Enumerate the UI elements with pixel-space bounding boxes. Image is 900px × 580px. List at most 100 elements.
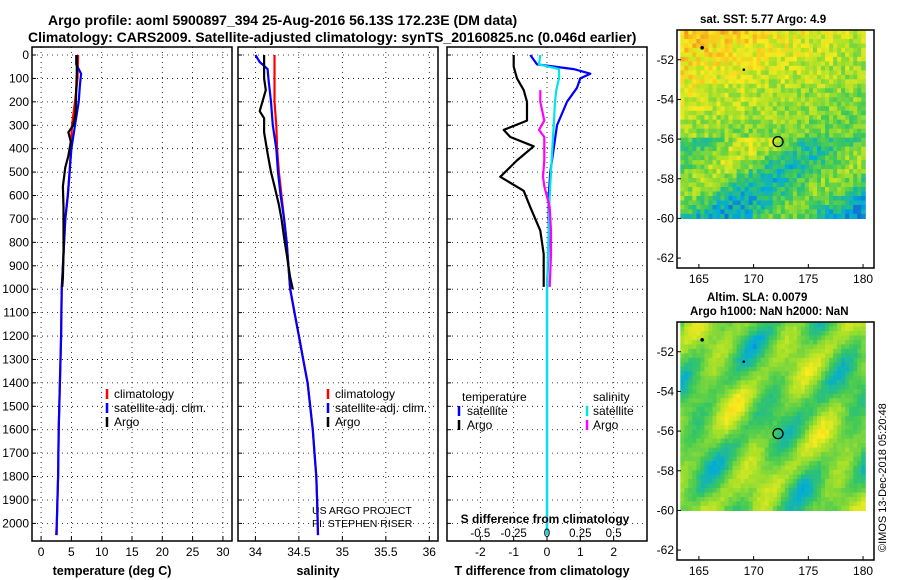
map-cell	[700, 133, 705, 139]
map-cell	[804, 322, 810, 328]
map-cell	[833, 30, 838, 36]
map-cell	[841, 213, 846, 219]
map-cell	[744, 146, 750, 152]
map-cell	[857, 47, 862, 53]
map-cell	[752, 470, 758, 476]
map-cell	[768, 362, 774, 368]
map-cell	[760, 169, 766, 175]
map-cell	[756, 142, 762, 148]
map-cell	[744, 164, 750, 170]
map-cell	[813, 344, 818, 350]
map-cell	[813, 322, 818, 328]
map-cell	[788, 151, 794, 157]
map-cell	[849, 483, 854, 489]
map-cell	[813, 447, 818, 453]
map-cell	[813, 470, 818, 476]
map-cell	[748, 119, 754, 125]
map-cell	[849, 34, 854, 40]
map-cell	[804, 97, 810, 103]
x-tick-label: 1	[577, 545, 584, 559]
map-cell	[817, 452, 822, 458]
map-cell	[772, 447, 778, 453]
map-cell	[813, 155, 818, 161]
map-cell	[833, 402, 838, 408]
map-cell	[788, 124, 794, 130]
map-cell	[796, 115, 802, 121]
map-cell	[692, 375, 697, 381]
map-cell	[841, 137, 846, 143]
map-cell	[708, 371, 713, 377]
map-cell	[756, 501, 762, 507]
map-cell	[720, 348, 726, 354]
map-cell	[700, 326, 705, 332]
map-cell	[744, 474, 750, 480]
map-cell	[712, 380, 718, 386]
map-cell	[857, 110, 862, 116]
map-cell	[764, 461, 770, 467]
map-cell	[692, 407, 697, 413]
map-cell	[744, 79, 750, 85]
map-cell	[716, 92, 722, 98]
map-cell	[796, 501, 802, 507]
map-cell	[833, 425, 838, 431]
map-cell	[821, 488, 826, 494]
map-cell	[825, 461, 830, 467]
map-cell	[716, 479, 722, 485]
map-cell	[829, 92, 834, 98]
map-cell	[728, 348, 734, 354]
map-cell	[736, 492, 742, 498]
map-cell	[756, 133, 762, 139]
map-cell	[861, 213, 866, 219]
map-cell	[788, 416, 794, 422]
map-cell	[728, 339, 734, 345]
map-cell	[817, 384, 822, 390]
map-cell	[776, 164, 782, 170]
map-cell	[857, 393, 862, 399]
map-cell	[696, 443, 701, 449]
map-cell	[736, 443, 742, 449]
map-cell	[813, 65, 818, 71]
map-cell	[768, 366, 774, 372]
map-cell	[728, 137, 734, 143]
map-cell	[748, 83, 754, 89]
map-cell	[809, 61, 814, 67]
map-cell	[821, 438, 826, 444]
map-cell	[825, 488, 830, 494]
map-cell	[809, 146, 814, 152]
map-cell	[736, 501, 742, 507]
map-cell	[760, 348, 766, 354]
map-cell	[800, 187, 806, 193]
map-cell	[804, 213, 810, 219]
map-cell	[764, 420, 770, 426]
map-cell	[817, 371, 822, 377]
map-cell	[788, 79, 794, 85]
map-cell	[784, 83, 790, 89]
map-cell	[684, 196, 689, 202]
map-cell	[680, 443, 685, 449]
map-cell	[724, 501, 730, 507]
map-cell	[841, 182, 846, 188]
map-cell	[732, 384, 738, 390]
map-cell	[776, 420, 782, 426]
map-cell	[756, 47, 762, 53]
map-cell	[740, 30, 746, 36]
map-cell	[760, 137, 766, 143]
map-cell	[837, 106, 842, 112]
map-cell	[760, 380, 766, 386]
map-cell	[684, 182, 689, 188]
map-cell	[756, 348, 762, 354]
map-cell	[841, 97, 846, 103]
map-cell	[708, 178, 713, 184]
map-cell	[780, 393, 786, 399]
map-cell	[776, 326, 782, 332]
map-cell	[768, 200, 774, 206]
map-cell	[849, 335, 854, 341]
map-cell	[688, 322, 693, 328]
map-cell	[833, 83, 838, 89]
map-cell	[744, 416, 750, 422]
map-cell	[784, 447, 790, 453]
map-cell	[724, 452, 730, 458]
map-cell	[732, 389, 738, 395]
map-cell	[849, 110, 854, 116]
map-cell	[784, 101, 790, 107]
